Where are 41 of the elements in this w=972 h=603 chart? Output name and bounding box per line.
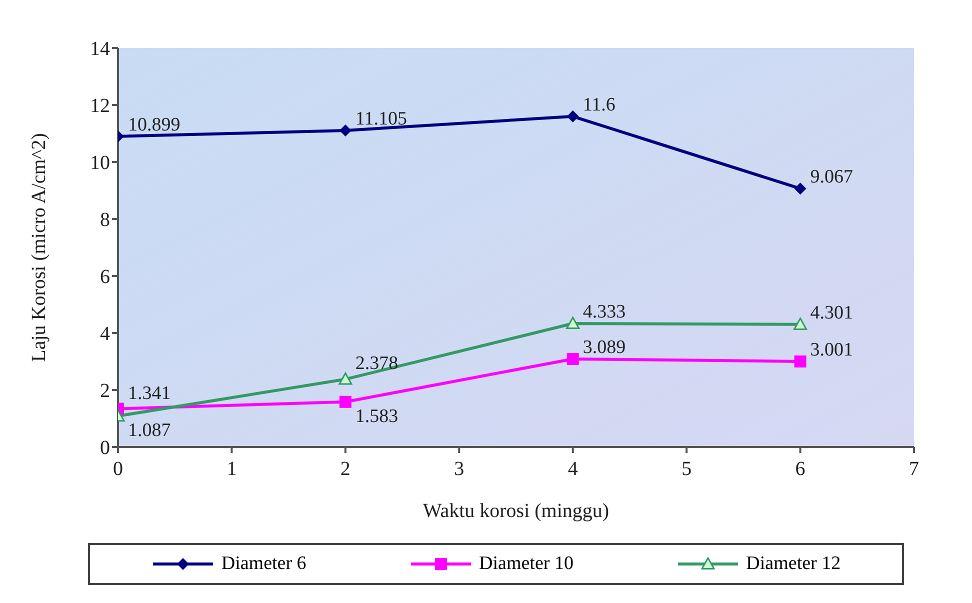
y-tick-label: 8 — [100, 209, 110, 232]
x-tick-label: 5 — [682, 458, 692, 480]
y-tick-label: 12 — [90, 95, 110, 118]
x-axis-title: Waktu korosi (minggu) — [422, 500, 610, 522]
y-tick-label: 14 — [90, 38, 110, 60]
data-label: 11.6 — [582, 94, 616, 116]
data-label: 10.899 — [128, 114, 180, 136]
point — [338, 372, 352, 385]
data-label: 4.301 — [810, 302, 854, 324]
y-tick-label: 10 — [90, 152, 110, 174]
y-tick-label: 6 — [100, 266, 110, 288]
x-tick-label: 7 — [909, 458, 919, 480]
y-tick-label: 0 — [100, 437, 110, 460]
data-label: 3.001 — [810, 339, 854, 360]
point — [794, 318, 808, 330]
point — [794, 182, 806, 195]
legend-label: Diameter 6 — [220, 553, 306, 575]
legend-label: Diameter 10 — [478, 553, 574, 575]
x-tick-label: 1 — [226, 458, 237, 480]
y-tick-label: 2 — [100, 380, 110, 402]
point — [339, 396, 352, 408]
x-tick-label: 3 — [454, 458, 464, 480]
data-label: 3.089 — [582, 336, 626, 358]
data-label: 1.583 — [355, 406, 398, 427]
x-tick-label: 4 — [568, 458, 578, 480]
point — [566, 316, 580, 330]
data-label: 2.378 — [355, 353, 398, 374]
legend-label: Diameter 12 — [745, 553, 841, 575]
data-label: 4.333 — [582, 302, 626, 323]
x-tick-label: 2 — [340, 458, 350, 480]
point — [566, 352, 579, 365]
data-label: 1.341 — [128, 382, 171, 404]
data-label: 11.105 — [355, 108, 407, 130]
point — [566, 110, 579, 122]
x-tick-label: 6 — [795, 458, 806, 480]
y-tick-label: 4 — [100, 323, 110, 346]
point — [794, 355, 806, 368]
y-axis-title: Laju Korosi (micro A/cm^2) — [28, 133, 50, 362]
point — [339, 124, 352, 137]
data-label: 1.087 — [128, 420, 171, 442]
data-label: 9.067 — [810, 166, 854, 188]
